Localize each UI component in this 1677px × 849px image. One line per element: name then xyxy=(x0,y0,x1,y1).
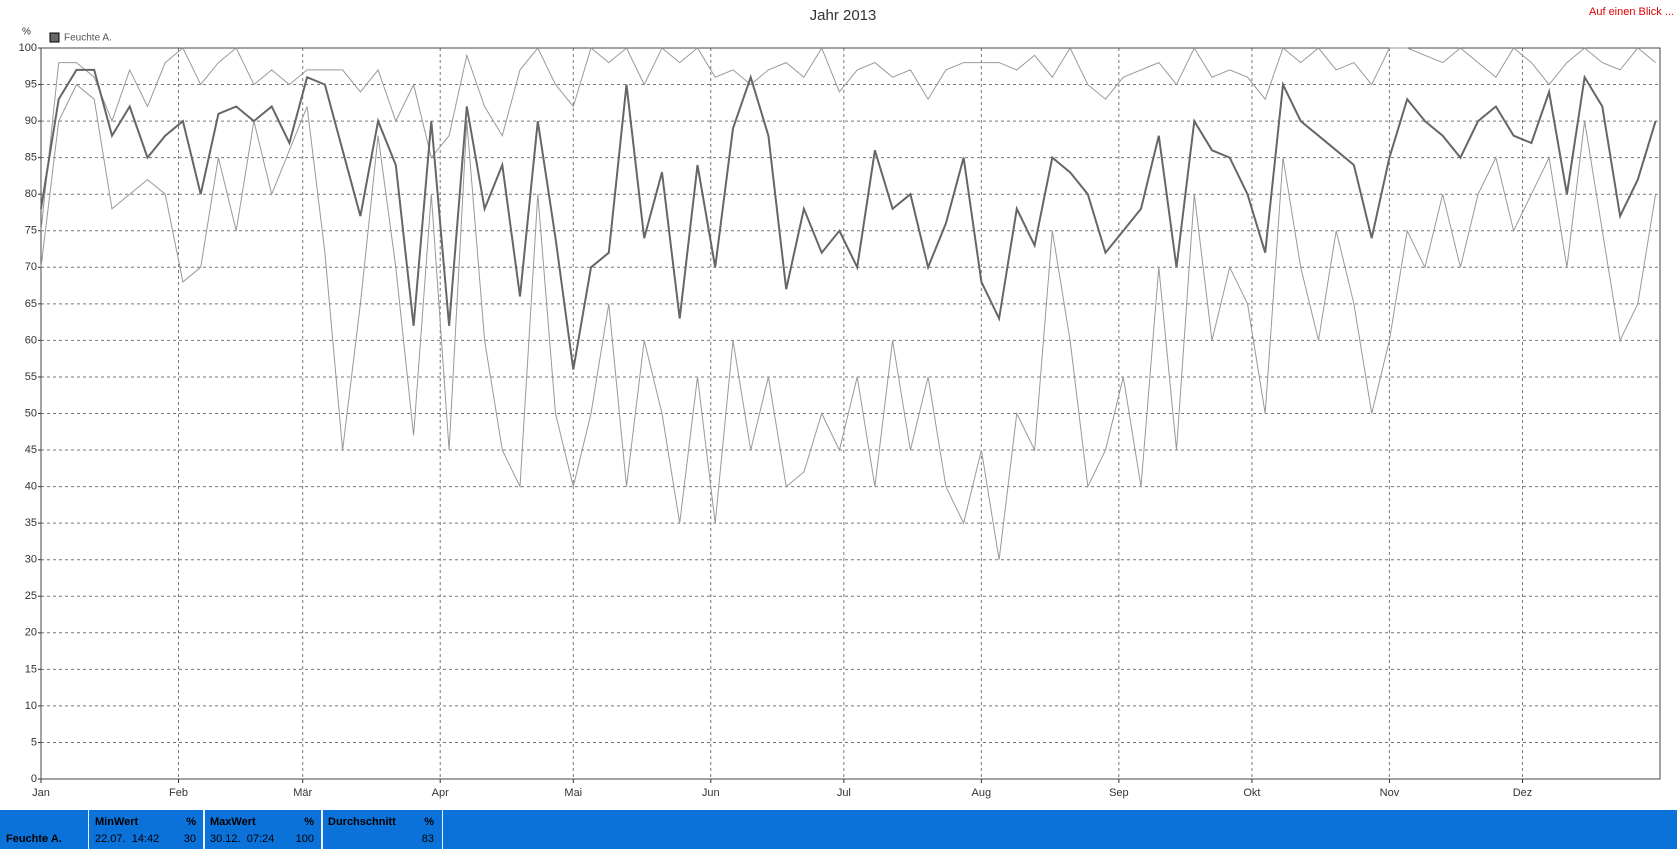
x-tick-label: Feb xyxy=(169,787,188,799)
stats-unit: % xyxy=(186,816,196,828)
stats-value: 100 xyxy=(295,833,314,845)
y-tick-label: 20 xyxy=(25,627,37,639)
stats-time: 22.07. 14:42 xyxy=(95,833,160,845)
y-tick-label: 65 xyxy=(25,298,37,310)
y-tick-label: 5 xyxy=(31,736,37,748)
y-tick-label: 90 xyxy=(25,115,37,127)
x-tick-label: Nov xyxy=(1380,787,1400,799)
y-tick-label: 75 xyxy=(25,225,37,237)
y-tick-label: 35 xyxy=(25,517,37,529)
stats-row-label: Feuchte A. xyxy=(6,833,62,845)
line xyxy=(40,68,1657,370)
x-tick-label: Dez xyxy=(1513,787,1533,799)
x-tick-label: Aug xyxy=(972,787,992,799)
stats-header: MinWert xyxy=(95,816,139,828)
y-tick-label: 30 xyxy=(25,554,37,566)
x-tick-label: Jan xyxy=(32,787,50,799)
y-tick-label: 60 xyxy=(25,334,37,346)
x-tick-label: Jul xyxy=(837,787,851,799)
y-tick-label: 25 xyxy=(25,590,37,602)
line xyxy=(40,83,1657,560)
stats-header: Durchschnitt xyxy=(328,816,396,828)
line xyxy=(40,46,1656,231)
y-tick-label: 70 xyxy=(25,261,37,273)
x-tick-label: Mai xyxy=(564,787,582,799)
y-tick-label: 15 xyxy=(25,663,37,675)
y-tick-label: 0 xyxy=(31,773,37,785)
stats-bar: Feuchte A. MinWert% 22.07. 14:42 30 MaxWert… xyxy=(0,810,1677,849)
y-tick-label: 95 xyxy=(25,78,37,90)
stats-unit: % xyxy=(304,816,314,828)
stats-value: 83 xyxy=(421,833,434,845)
y-tick-label: 45 xyxy=(25,444,37,456)
stats-cell: MaxWert% 30.12. 07:24 100 xyxy=(203,810,323,849)
y-tick-label: 10 xyxy=(25,700,37,712)
y-tick-label: 80 xyxy=(25,188,37,200)
stats-header: MaxWert xyxy=(210,816,256,828)
x-tick-label: Mär xyxy=(293,787,312,799)
y-tick-label: 100 xyxy=(19,42,37,54)
y-tick-label: 50 xyxy=(25,407,37,419)
y-tick-label: 55 xyxy=(25,371,37,383)
x-tick-label: Apr xyxy=(432,787,449,799)
stats-unit: % xyxy=(424,816,434,828)
y-tick-label: 40 xyxy=(25,481,37,493)
x-tick-label: Sep xyxy=(1109,787,1129,799)
stats-time: 30.12. 07:24 xyxy=(210,833,275,845)
chart: Jahr 2013 Auf einen Blick ... % 0 5 10 15 20… xyxy=(19,6,1674,799)
x-tick-label: Okt xyxy=(1243,787,1260,799)
plot-frame xyxy=(40,47,1661,780)
stats-cell: Durchschnitt% 83 xyxy=(321,810,443,849)
overview-link[interactable]: Auf einen Blick ... xyxy=(1589,6,1674,18)
y-tick-label: 85 xyxy=(25,152,37,164)
x-tick-label: Jun xyxy=(702,787,720,799)
stats-value: 30 xyxy=(183,833,196,845)
legend-swatch xyxy=(49,32,60,43)
legend-label: Feuchte A. xyxy=(64,33,112,44)
y-axis-label: % xyxy=(22,27,31,38)
stats-cell: MinWert% 22.07. 14:42 30 xyxy=(88,810,205,849)
chart-title: Jahr 2013 xyxy=(810,7,877,24)
